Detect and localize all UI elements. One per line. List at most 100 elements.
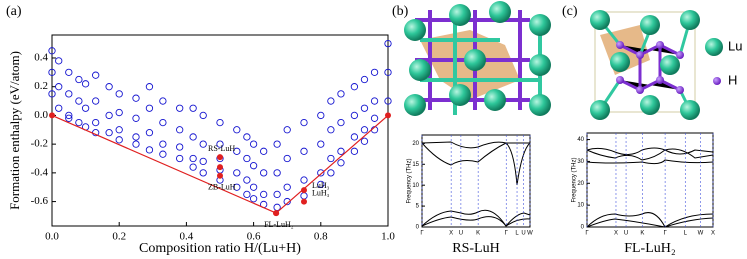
structure-point [327, 126, 335, 134]
plot-frame [51, 34, 389, 227]
structure-point [260, 190, 268, 199]
structure-point [81, 80, 90, 88]
structure-point [300, 192, 308, 200]
panel-label: (a) [6, 4, 22, 19]
structure-point [189, 133, 197, 141]
structure-point [145, 146, 154, 154]
structure-point [233, 183, 241, 191]
structure-point [115, 136, 123, 144]
band-curves [421, 141, 714, 228]
structure-point [199, 111, 207, 120]
structure-point [350, 111, 359, 120]
structure-point [350, 147, 359, 155]
y-axis-label: Frequency (THz) [407, 158, 413, 203]
structure-point [360, 75, 369, 84]
x-tick-label: 0.8 [314, 231, 328, 243]
x-tick-label: 1.0 [381, 231, 395, 243]
structure-point [132, 133, 140, 141]
y-tick-label: -0.6 [31, 195, 49, 207]
structure-point [216, 140, 224, 148]
legend-swatch [705, 38, 723, 56]
caption: RS-LuH [452, 241, 499, 256]
structure-point [327, 154, 335, 163]
structure-point [350, 133, 359, 141]
y-axis-label: Formation enthalpy (eV/atom) [7, 51, 22, 210]
structure-point [233, 169, 241, 177]
structure-point [249, 162, 258, 170]
structure-point [176, 154, 184, 163]
plot-frame [586, 132, 714, 228]
structure-point [283, 197, 291, 206]
structure-point [273, 190, 281, 199]
x-tick-label: Γ [585, 231, 589, 237]
annotation: FL-LuH₂ [264, 220, 294, 229]
structure-point [370, 97, 379, 105]
y-tick-label: -0.2 [31, 138, 48, 150]
x-tick-label: L [684, 231, 688, 237]
structure-point [132, 94, 140, 102]
structure-point [55, 57, 63, 65]
structure-point [159, 97, 167, 105]
y-tick-label: 15 [412, 162, 419, 168]
structure-point [243, 176, 251, 184]
crystal-rs [404, 1, 551, 116]
structure-point [384, 97, 392, 105]
structure-point [48, 47, 56, 55]
structure-point [243, 190, 251, 199]
hull-point [385, 112, 391, 119]
structure-point [65, 90, 73, 98]
structure-point [65, 114, 73, 122]
structure-point [300, 147, 308, 155]
structure-point [75, 118, 83, 127]
x-tick-label: X [614, 231, 618, 237]
y-tick-label: 0.4 [34, 52, 48, 64]
structure-point [249, 195, 258, 203]
x-tick-label: W [698, 231, 704, 237]
x-tick-label: Γ [663, 231, 667, 237]
structure-point [115, 90, 123, 98]
structure-point [260, 169, 268, 177]
structure-point [350, 83, 359, 91]
structure-point [176, 126, 184, 134]
structure-point [159, 140, 167, 148]
x-tick-label: U [459, 231, 463, 237]
structure-point [283, 154, 291, 163]
annotation: RS-LuH [208, 144, 235, 153]
structure-point [48, 68, 56, 76]
structure-point [92, 118, 100, 127]
x-tick-label: Γ [505, 231, 509, 237]
y-tick-label: 20 [577, 181, 584, 187]
x-tick-label: 0.4 [180, 231, 194, 243]
structure-point [189, 154, 197, 163]
structure-point [199, 140, 207, 148]
x-axis-label: Composition ratio H/(Lu+H) [139, 241, 301, 256]
selected-point [301, 187, 307, 194]
structure-point [273, 140, 281, 148]
selected-point [217, 164, 223, 171]
structure-point [55, 104, 63, 112]
structure-point [243, 133, 251, 141]
structure-point [92, 97, 100, 105]
x-tick-label: 0.0 [45, 231, 59, 243]
x-tick-label: Γ [420, 231, 424, 237]
structure-point [92, 71, 100, 79]
y-tick-label: 30 [577, 159, 584, 165]
structure-point [249, 140, 258, 148]
y-tick-label: 0.0 [34, 109, 48, 121]
structure-point [370, 114, 379, 122]
structure-point [48, 90, 56, 98]
structure-point [360, 104, 369, 112]
structure-point [75, 97, 83, 105]
x-tick-label: K [640, 231, 644, 237]
structure-point [337, 118, 345, 127]
crystal-fl [590, 10, 700, 120]
selected-point [217, 154, 223, 161]
y-tick-label: 0.2 [34, 80, 48, 92]
annotation: LuH₃ [312, 188, 330, 197]
x-tick-label: K [476, 231, 480, 237]
selected-point [217, 172, 223, 179]
structure-point [233, 126, 241, 134]
legend-swatch [713, 77, 721, 85]
structure-point [115, 126, 123, 134]
